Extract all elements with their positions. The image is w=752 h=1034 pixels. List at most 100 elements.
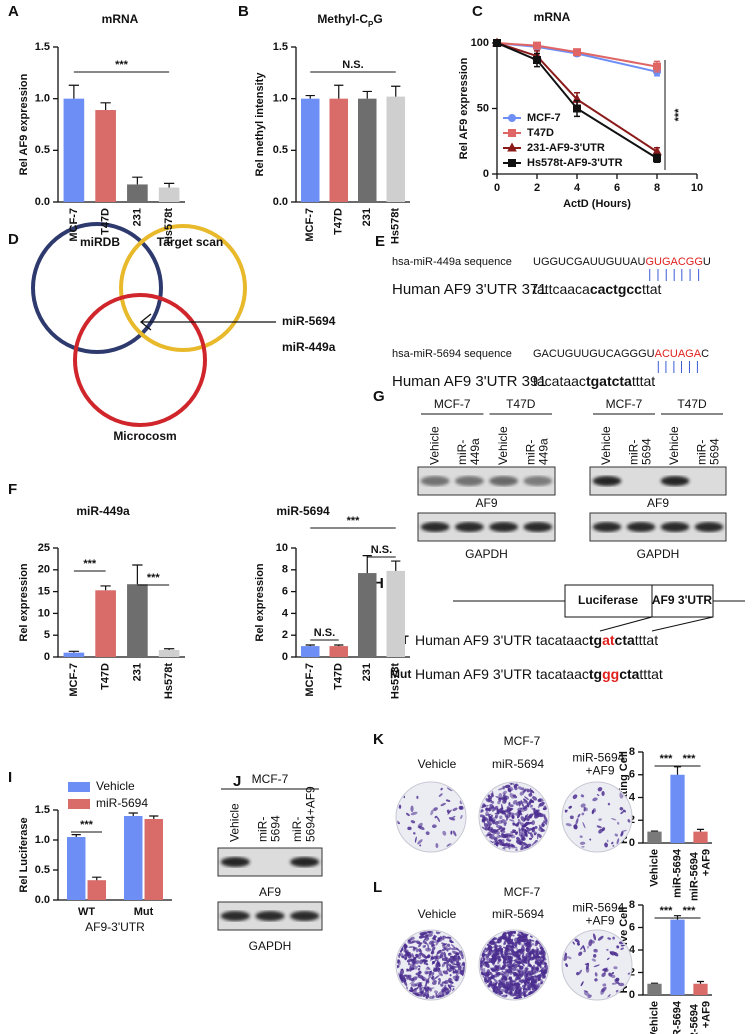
error-bar xyxy=(149,815,159,819)
label-group: Rel AF9 expression xyxy=(458,57,470,159)
cell xyxy=(431,824,437,829)
cell xyxy=(506,958,511,962)
cell xyxy=(486,945,490,953)
cell xyxy=(422,993,427,997)
cell xyxy=(438,793,443,797)
cell xyxy=(494,988,501,994)
cell xyxy=(419,990,425,994)
label-group: *** xyxy=(673,108,685,122)
condition-label: miR-5694 +AF9 xyxy=(572,901,627,928)
cell xyxy=(530,804,534,808)
cell xyxy=(619,807,624,811)
cell xyxy=(592,797,598,802)
cell xyxy=(423,934,429,938)
marker xyxy=(653,154,661,163)
cell xyxy=(424,956,428,959)
sequence-segment: tacataac xyxy=(533,373,586,389)
label-group: Hs578t xyxy=(163,208,175,244)
cell xyxy=(519,827,523,832)
cell xyxy=(451,944,456,949)
cell xyxy=(409,965,412,972)
cell xyxy=(508,981,514,986)
text-line: miR-5694 xyxy=(572,751,627,765)
text-line: 5694 xyxy=(708,438,722,465)
cell xyxy=(481,956,485,960)
label-group: Vehicle xyxy=(427,426,441,465)
venn-circle xyxy=(73,293,207,427)
cell xyxy=(517,989,521,997)
cell xyxy=(543,814,546,818)
x-tick-label: Vehicle xyxy=(648,849,660,887)
cell xyxy=(519,809,526,812)
lane-label: miR-449a xyxy=(523,438,550,465)
cell xyxy=(452,957,456,961)
cell xyxy=(496,807,500,815)
error-bar xyxy=(132,564,143,585)
error-bar xyxy=(696,980,705,984)
cell xyxy=(493,982,498,987)
cell xyxy=(487,824,491,831)
cell xyxy=(500,806,504,811)
cell xyxy=(442,943,448,946)
cell xyxy=(534,958,538,962)
sequence-segment: tg xyxy=(589,632,602,648)
text-line: +AF9 xyxy=(700,1001,712,1028)
cell xyxy=(580,946,584,950)
bar xyxy=(127,184,148,202)
lane-label: miR-5694 xyxy=(256,815,283,842)
marker xyxy=(533,56,541,65)
cell xyxy=(495,795,502,800)
cell xyxy=(522,824,527,828)
cell xyxy=(509,792,515,799)
mirna-label: miR-5694 xyxy=(282,314,336,328)
sequence-segment: tg xyxy=(589,666,602,682)
cell xyxy=(620,831,624,837)
cell xyxy=(504,988,509,994)
cell xyxy=(618,982,625,987)
cell xyxy=(480,814,486,818)
y-axis-label: Rel Luciferase xyxy=(18,817,30,892)
label-group: 231 xyxy=(131,663,143,681)
cell xyxy=(528,943,533,948)
cell xyxy=(416,986,419,990)
cell xyxy=(448,952,452,956)
error-bar xyxy=(305,644,315,647)
cell xyxy=(531,942,535,946)
cell xyxy=(589,838,592,841)
x-tick-label: Hs578t xyxy=(390,208,402,244)
cell xyxy=(531,988,536,993)
cell xyxy=(514,812,519,816)
cell xyxy=(428,988,432,992)
cell xyxy=(490,971,494,978)
lane-label: Vehicle xyxy=(599,426,613,465)
marker xyxy=(573,48,581,57)
y-tick-label: 1.5 xyxy=(35,804,50,816)
cell xyxy=(436,816,441,823)
cell xyxy=(433,975,440,980)
x-tick-label: T47D xyxy=(100,208,112,235)
cell xyxy=(493,840,498,845)
y-tick-label: 0.0 xyxy=(273,196,288,208)
cell xyxy=(440,787,443,791)
blot-band xyxy=(290,911,320,921)
cell xyxy=(493,948,496,951)
text-line: 449a xyxy=(468,438,482,465)
cell xyxy=(493,837,498,840)
cell xyxy=(435,843,439,849)
cell xyxy=(530,789,534,793)
cell xyxy=(593,933,597,941)
cell xyxy=(511,950,519,954)
x-tick-label: WT xyxy=(78,906,95,918)
legend-label: miR-5694 xyxy=(96,796,148,810)
cell xyxy=(399,969,405,976)
blot-band xyxy=(489,522,519,532)
y-tick-label: 0 xyxy=(282,651,288,663)
cell xyxy=(420,987,423,991)
y-tick-label: 0.5 xyxy=(35,864,50,876)
cell xyxy=(424,982,428,990)
blot-target-label: GAPDH xyxy=(637,547,680,561)
cell xyxy=(522,798,526,801)
cell xyxy=(412,976,418,981)
text-line: miR- xyxy=(627,440,641,465)
cell xyxy=(598,818,602,821)
